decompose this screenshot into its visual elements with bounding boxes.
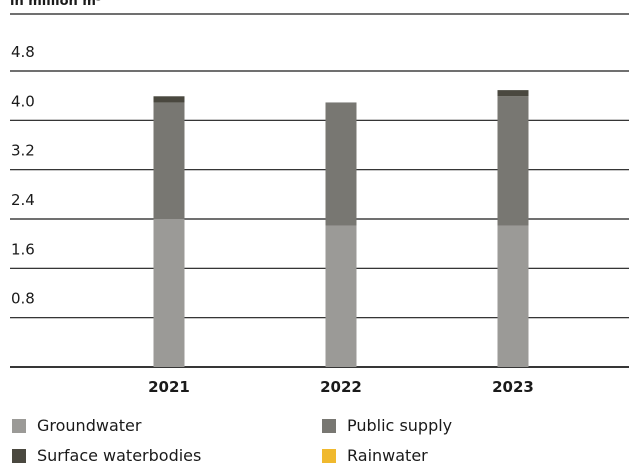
legend-swatch-rainwater <box>322 448 336 463</box>
x-tick-label: 2021 <box>148 378 190 396</box>
y-tick-label: 4.0 <box>11 92 35 110</box>
legend-label-surface-waterbodies: Surface waterbodies <box>37 446 202 465</box>
legend-item-surface-waterbodies: Surface waterbodies <box>12 446 201 465</box>
x-tick-label: 2022 <box>320 378 362 396</box>
y-tick-label: 4.8 <box>11 43 35 61</box>
y-tick-label: 2.4 <box>11 191 35 209</box>
legend-item-rainwater: Rainwater <box>322 446 428 465</box>
stacked-bar-chart: 0.8 1.6 2.4 3.2 4.0 4.8 2021 2022 2023 <box>10 13 629 396</box>
legend: Groundwater Public supply Surface waterb… <box>0 410 629 465</box>
bar-2023-public-supply <box>497 96 529 226</box>
legend-item-public-supply: Public supply <box>322 416 452 435</box>
legend-swatch-groundwater <box>12 418 26 433</box>
unit-label: in million m³ <box>10 0 102 9</box>
y-tick-label: 0.8 <box>11 290 35 308</box>
bar-2023-groundwater <box>497 225 529 367</box>
bar-2023-surface-waterbodies <box>497 90 529 97</box>
y-tick-label: 1.6 <box>11 240 35 258</box>
bar-2022-public-supply <box>325 102 357 226</box>
legend-label-groundwater: Groundwater <box>37 416 142 435</box>
bar-2021-groundwater <box>153 219 185 367</box>
y-tick-label: 3.2 <box>11 142 35 160</box>
bar-2022-groundwater <box>325 225 357 367</box>
legend-swatch-public-supply <box>322 418 336 433</box>
legend-label-public-supply: Public supply <box>347 416 453 435</box>
legend-label-rainwater: Rainwater <box>347 446 428 465</box>
bar-2021-public-supply <box>153 102 185 219</box>
x-tick-label: 2023 <box>492 378 534 396</box>
legend-item-groundwater: Groundwater <box>12 416 141 435</box>
legend-swatch-surface-waterbodies <box>12 448 26 463</box>
bar-2021-surface-waterbodies <box>153 96 185 103</box>
